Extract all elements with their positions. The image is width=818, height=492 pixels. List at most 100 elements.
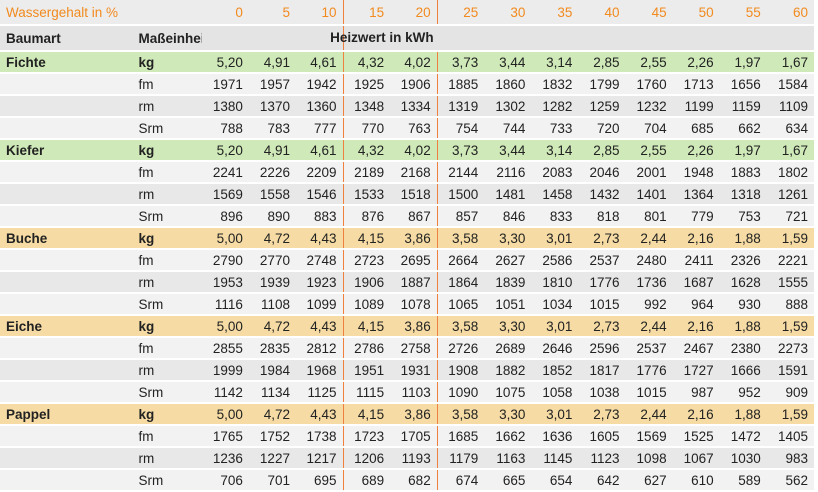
table-row: Pappel kg 5,00 4,72 4,43 4,15 3,86 3,58 3,30 3,01… bbox=[0, 403, 814, 426]
value-cell: 695 bbox=[295, 469, 344, 492]
value-cell: 1765 bbox=[201, 425, 249, 448]
value-cell: 721 bbox=[766, 205, 814, 228]
value-cell: 1065 bbox=[437, 293, 485, 316]
value-cell: 1882 bbox=[484, 359, 532, 382]
value-cell: 876 bbox=[342, 205, 391, 228]
species-name: Buche bbox=[0, 227, 135, 250]
unit-column-header: Maßeinheit bbox=[134, 25, 202, 52]
value-cell: 1432 bbox=[578, 183, 626, 206]
value-cell: 1636 bbox=[531, 425, 579, 448]
species-cell-empty bbox=[0, 205, 135, 228]
value-cell: 1,88 bbox=[719, 227, 767, 250]
value-cell: 1662 bbox=[484, 425, 532, 448]
value-cell: 801 bbox=[625, 205, 673, 228]
unit-cell: Srm bbox=[134, 293, 202, 316]
value-cell: 4,91 bbox=[248, 139, 296, 162]
value-cell: 1015 bbox=[578, 293, 626, 316]
value-cell: 833 bbox=[531, 205, 579, 228]
value-cell: 2,44 bbox=[625, 403, 673, 426]
value-cell: 1,97 bbox=[719, 51, 767, 74]
value-cell: 1058 bbox=[531, 381, 579, 404]
species-cell-empty bbox=[0, 293, 135, 316]
value-cell: 1569 bbox=[201, 183, 249, 206]
value-cell: 1193 bbox=[390, 447, 438, 470]
value-cell: 706 bbox=[201, 469, 249, 492]
species-cell-empty bbox=[0, 447, 135, 470]
value-cell: 2221 bbox=[766, 249, 814, 272]
value-cell: 5,00 bbox=[201, 403, 249, 426]
value-cell: 1925 bbox=[342, 73, 391, 96]
value-cell: 1605 bbox=[578, 425, 626, 448]
value-cell: 4,15 bbox=[342, 227, 391, 250]
value-cell: 1145 bbox=[531, 447, 579, 470]
value-cell: 1817 bbox=[578, 359, 626, 382]
species-cell-empty bbox=[0, 161, 135, 184]
value-cell: 3,86 bbox=[390, 227, 438, 250]
value-cell: 4,72 bbox=[248, 403, 296, 426]
value-cell: 3,01 bbox=[531, 315, 579, 338]
value-cell: 3,44 bbox=[484, 51, 532, 74]
value-cell: 1953 bbox=[201, 271, 249, 294]
table-row: Srm 706 701 695 689 682 674 665 654 642 627 610 589 5… bbox=[0, 469, 814, 492]
value-cell: 2,85 bbox=[578, 51, 626, 74]
value-cell: 627 bbox=[625, 469, 673, 492]
value-cell: 1078 bbox=[390, 293, 438, 316]
unit-cell: kg bbox=[134, 139, 202, 162]
table-row: Eiche kg 5,00 4,72 4,43 4,15 3,86 3,58 3,30 3,01 2… bbox=[0, 315, 814, 338]
value-cell: 1752 bbox=[248, 425, 296, 448]
value-cell: 1727 bbox=[672, 359, 720, 382]
value-cell: 1500 bbox=[437, 183, 485, 206]
value-cell: 610 bbox=[672, 469, 720, 492]
table-row: rm 1999 1984 1968 1951 1931 1908 1882 1852 1817 17… bbox=[0, 359, 814, 382]
value-cell: 1282 bbox=[531, 95, 579, 118]
value-cell: 1666 bbox=[719, 359, 767, 382]
value-cell: 1108 bbox=[248, 293, 296, 316]
table-row: rm 1236 1227 1217 1206 1193 1179 1163 1145 1123 10… bbox=[0, 447, 814, 470]
unit-cell: Srm bbox=[134, 381, 202, 404]
value-cell: 2790 bbox=[201, 249, 249, 272]
value-cell: 1923 bbox=[295, 271, 344, 294]
value-cell: 704 bbox=[625, 117, 673, 140]
value-cell: 3,58 bbox=[437, 227, 485, 250]
value-cell: 2758 bbox=[390, 337, 438, 360]
unit-cell: Srm bbox=[134, 205, 202, 228]
value-cell: 1199 bbox=[672, 95, 720, 118]
value-cell: 3,73 bbox=[437, 51, 485, 74]
value-cell: 3,01 bbox=[531, 227, 579, 250]
value-cell: 1123 bbox=[578, 447, 626, 470]
value-cell: 2467 bbox=[672, 337, 720, 360]
value-cell: 1558 bbox=[248, 183, 296, 206]
value-cell: 1776 bbox=[625, 359, 673, 382]
value-cell: 1885 bbox=[437, 73, 485, 96]
value-cell: 3,30 bbox=[484, 403, 532, 426]
value-cell: 1,97 bbox=[719, 139, 767, 162]
value-cell: 952 bbox=[719, 381, 767, 404]
value-cell: 2116 bbox=[484, 161, 532, 184]
value-cell: 2,44 bbox=[625, 315, 673, 338]
value-cell: 1999 bbox=[201, 359, 249, 382]
value-cell: 2380 bbox=[719, 337, 767, 360]
species-cell-empty bbox=[0, 183, 135, 206]
value-cell: 1860 bbox=[484, 73, 532, 96]
unit-cell: rm bbox=[134, 183, 202, 206]
value-cell: 2,26 bbox=[672, 51, 720, 74]
species-name: Eiche bbox=[0, 315, 135, 338]
value-cell: 2646 bbox=[531, 337, 579, 360]
value-cell: 1906 bbox=[390, 73, 438, 96]
water-value-cell: 10 bbox=[295, 0, 344, 26]
value-cell: 1839 bbox=[484, 271, 532, 294]
value-cell: 1687 bbox=[672, 271, 720, 294]
value-cell: 1380 bbox=[201, 95, 249, 118]
value-cell: 1370 bbox=[248, 95, 296, 118]
value-cell: 1591 bbox=[766, 359, 814, 382]
value-cell: 1951 bbox=[342, 359, 391, 382]
unit-cell: rm bbox=[134, 447, 202, 470]
unit-cell: Srm bbox=[134, 469, 202, 492]
value-cell: 983 bbox=[766, 447, 814, 470]
value-cell: 930 bbox=[719, 293, 767, 316]
value-cell: 733 bbox=[531, 117, 579, 140]
value-cell: 1,67 bbox=[766, 51, 814, 74]
species-name: Kiefer bbox=[0, 139, 135, 162]
